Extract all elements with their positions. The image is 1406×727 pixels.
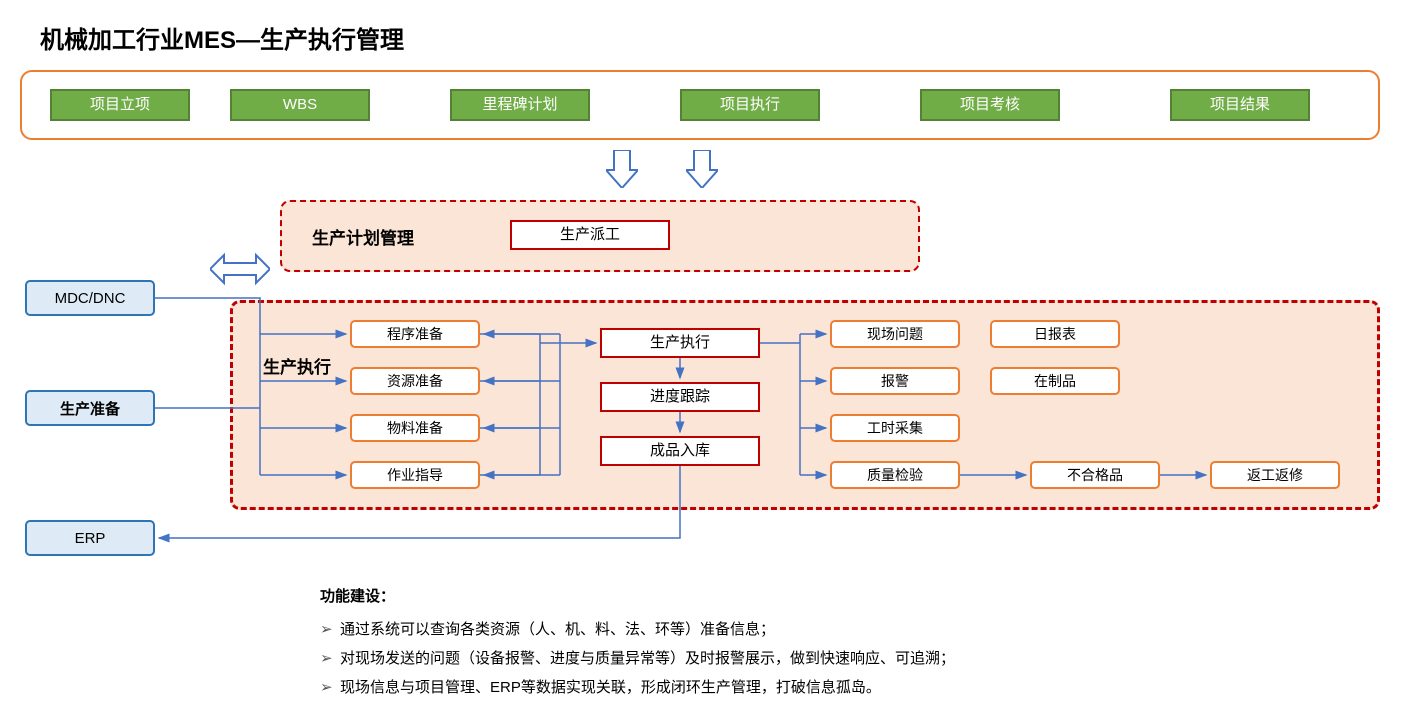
down-arrow-0: [606, 150, 638, 188]
down-arrow-1: [686, 150, 718, 188]
stage-box-2: 里程碑计划: [450, 89, 590, 121]
center-box-0: 生产执行: [600, 328, 760, 358]
page-title: 机械加工行业MES—生产执行管理: [40, 20, 404, 55]
stage-box-1: WBS: [230, 89, 370, 121]
prep-box-1: 资源准备: [350, 367, 480, 395]
footer-item-1: ➢对现场发送的问题（设备报警、进度与质量异常等）及时报警展示，做到快速响应、可追…: [320, 647, 955, 668]
right1-box-2: 工时采集: [830, 414, 960, 442]
right1-box-0: 现场问题: [830, 320, 960, 348]
right2-box-2: 不合格品: [1030, 461, 1160, 489]
plan-dispatch-box: 生产派工: [510, 220, 670, 250]
system-box-2: ERP: [25, 520, 155, 556]
center-box-1: 进度跟踪: [600, 382, 760, 412]
system-box-0: MDC/DNC: [25, 280, 155, 316]
footer-section: 功能建设： ➢通过系统可以查询各类资源（人、机、料、法、环等）准备信息； ➢对现场…: [320, 585, 955, 705]
right2-box-0: 日报表: [990, 320, 1120, 348]
stage-box-3: 项目执行: [680, 89, 820, 121]
right3-box-0: 返工返修: [1210, 461, 1340, 489]
footer-item-2: ➢现场信息与项目管理、ERP等数据实现关联，形成闭环生产管理，打破信息孤岛。: [320, 676, 955, 697]
right2-box-1: 在制品: [990, 367, 1120, 395]
center-box-2: 成品入库: [600, 436, 760, 466]
plan-label: 生产计划管理: [312, 224, 414, 249]
right1-box-3: 质量检验: [830, 461, 960, 489]
stage-box-4: 项目考核: [920, 89, 1060, 121]
prep-box-2: 物料准备: [350, 414, 480, 442]
system-box-1: 生产准备: [25, 390, 155, 426]
stage-box-5: 项目结果: [1170, 89, 1310, 121]
stage-box-0: 项目立项: [50, 89, 190, 121]
prep-box-3: 作业指导: [350, 461, 480, 489]
right1-box-1: 报警: [830, 367, 960, 395]
prep-box-0: 程序准备: [350, 320, 480, 348]
exec-label: 生产执行: [263, 353, 331, 378]
footer-item-0: ➢通过系统可以查询各类资源（人、机、料、法、环等）准备信息；: [320, 618, 955, 639]
bidirectional-arrow: [210, 251, 270, 287]
footer-title: 功能建设：: [320, 585, 955, 606]
